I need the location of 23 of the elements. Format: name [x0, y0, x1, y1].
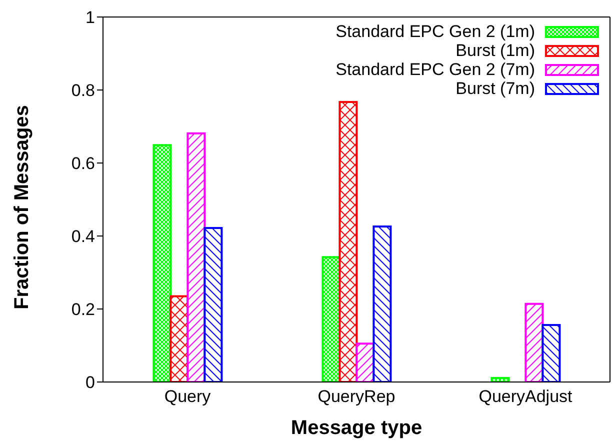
y-axis-title: Fraction of Messages	[11, 104, 34, 310]
y-tick-label: 0	[86, 373, 95, 392]
bar	[372, 226, 392, 382]
x-axis-title: Message type	[290, 417, 422, 439]
bar	[152, 144, 172, 382]
x-tick-label: QueryAdjust	[478, 387, 573, 406]
bar	[524, 302, 544, 382]
bar	[204, 226, 223, 382]
y-tick-label: 0.4	[71, 227, 95, 246]
y-tick-label: 1	[86, 8, 95, 28]
y-tick-label: 0.6	[71, 154, 95, 174]
legend-label: Standard EPC Gen 2 (1m)	[336, 22, 535, 41]
x-tick-label: QueryRep	[318, 387, 396, 406]
x-tick-label: Query	[164, 387, 212, 406]
y-tick-label: 0.8	[71, 81, 95, 100]
bar	[338, 101, 358, 382]
legend-label: Standard EPC Gen 2 (7m)	[336, 60, 535, 79]
y-tick-label: 0.2	[71, 300, 95, 320]
bar	[490, 376, 510, 382]
bar	[542, 324, 561, 382]
legend-label: Burst (1m)	[456, 41, 535, 60]
legend-label: Burst (7m)	[456, 79, 535, 98]
bar	[186, 132, 206, 382]
